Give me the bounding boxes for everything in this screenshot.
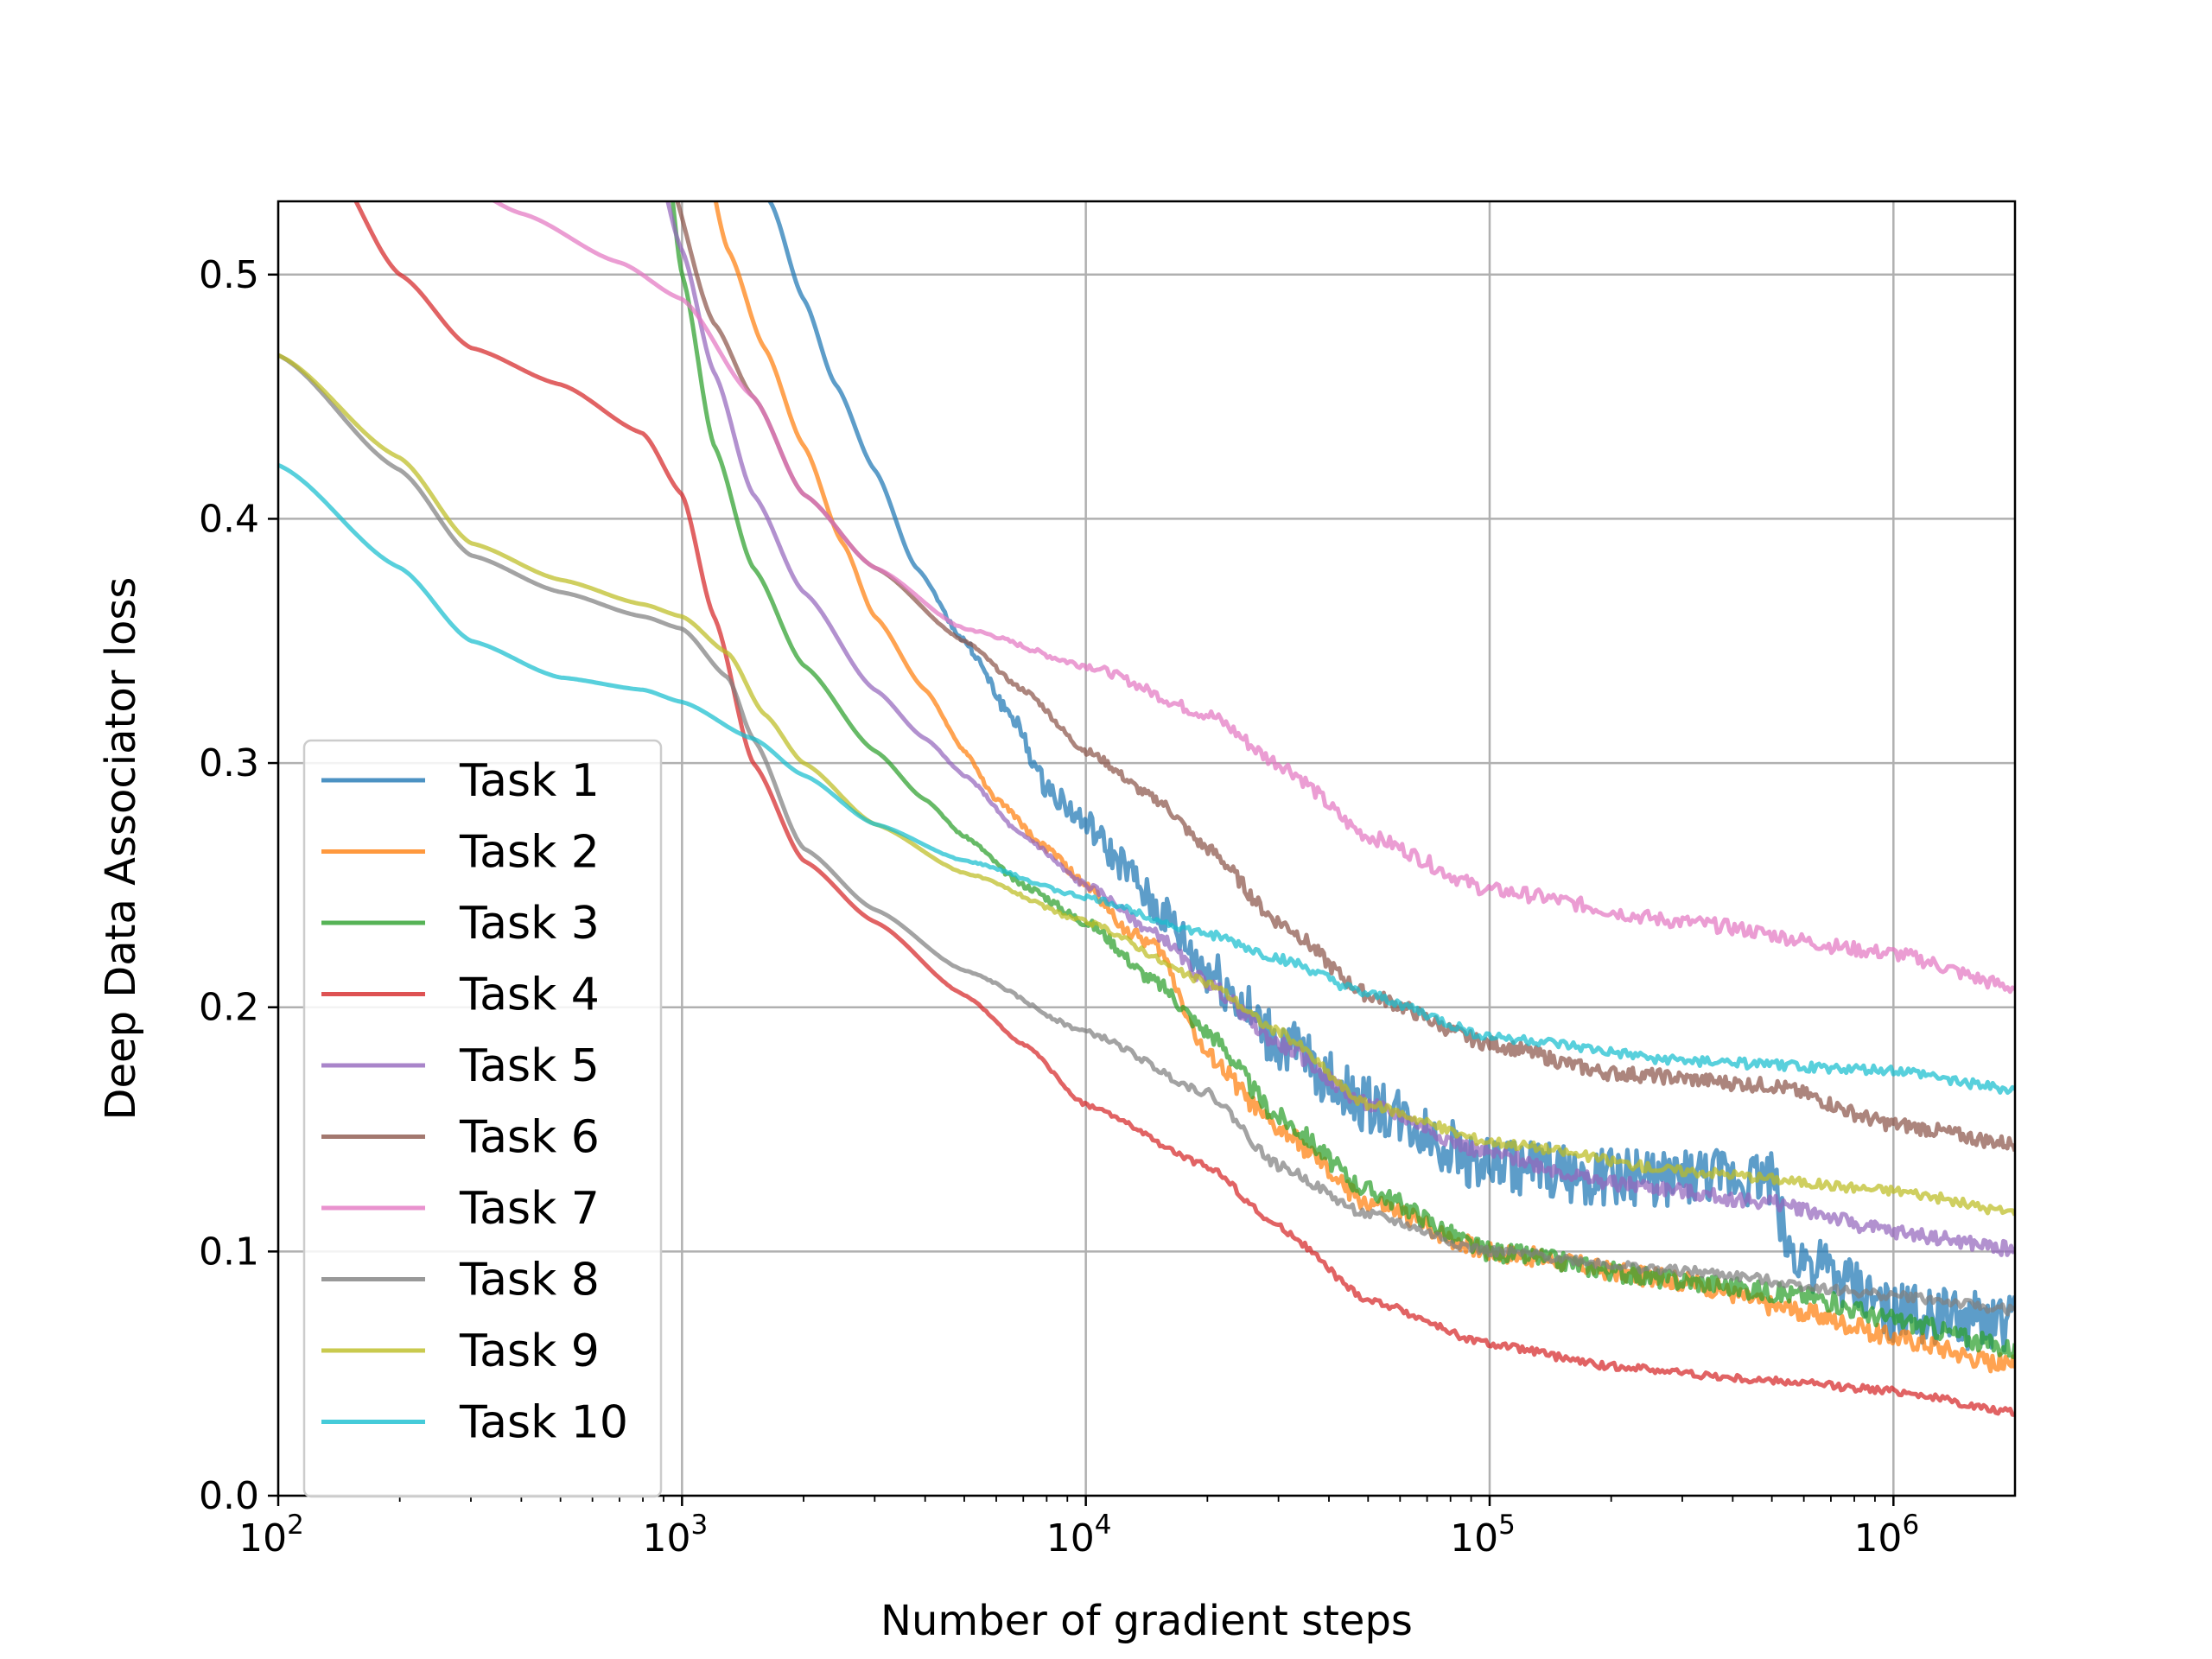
axis-ticks: 0.0 0.1 0.2 0.3 0.4 0.5 102 103 104 105 106 (199, 253, 1919, 1560)
legend-label: Task 1 (459, 755, 600, 807)
legend-label: Task 4 (459, 969, 600, 1021)
series-line-task-3 (671, 201, 2015, 1359)
series-line-task-8 (278, 353, 2015, 1317)
legend-label: Task 10 (459, 1397, 628, 1449)
y-tick-label: 0.3 (199, 741, 259, 785)
y-tick-label: 0.1 (199, 1230, 259, 1274)
series-line-task-1 (766, 201, 2015, 1353)
x-tick-label: 102 (238, 1510, 304, 1560)
legend-label: Task 3 (459, 898, 600, 950)
x-axis-label: Number of gradient steps (880, 1597, 1413, 1645)
y-tick-label: 0.4 (199, 497, 259, 541)
legend-label: Task 2 (459, 827, 600, 879)
y-tick-label: 0.5 (199, 253, 259, 297)
legend-label: Task 8 (459, 1255, 600, 1306)
series-lines (278, 201, 2015, 1417)
legend-label: Task 5 (459, 1040, 600, 1092)
x-tick-label: 103 (642, 1510, 708, 1560)
y-tick-label: 0.2 (199, 986, 259, 1030)
plot-frame (276, 200, 2017, 1497)
x-tick-label: 105 (1450, 1510, 1516, 1560)
series-line-task-10 (278, 462, 2015, 1096)
series-line-task-9 (278, 353, 2015, 1217)
legend-label: Task 6 (459, 1112, 600, 1164)
y-axis-label: Deep Data Associator loss (97, 577, 145, 1121)
y-tick-label: 0.0 (199, 1474, 259, 1518)
legend-label: Task 9 (459, 1325, 600, 1377)
legend-label: Task 7 (459, 1183, 600, 1235)
legend: Task 1 Task 2 Task 3 Task 4 Task 5 Task 6 Task… (302, 739, 663, 1498)
series-line-task-7 (491, 201, 2015, 995)
x-tick-label: 106 (1853, 1510, 1919, 1560)
series-line-task-4 (353, 201, 2015, 1417)
x-tick-label: 104 (1046, 1510, 1112, 1560)
legend-box (302, 739, 663, 1498)
